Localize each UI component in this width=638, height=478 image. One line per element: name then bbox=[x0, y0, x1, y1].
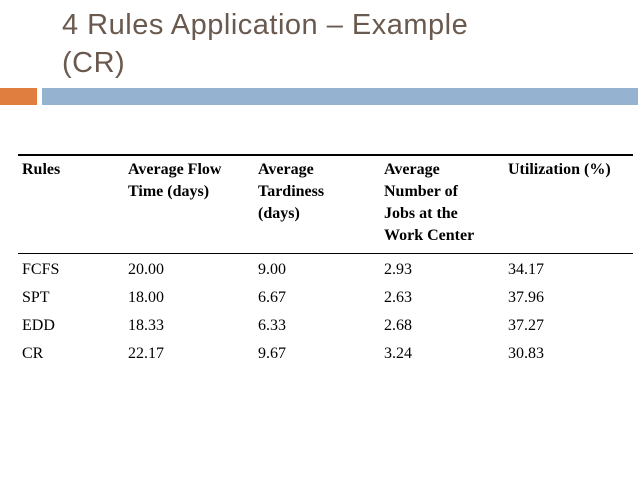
column-header-avg-flow-time: Average Flow Time (days) bbox=[128, 155, 258, 254]
page-title: 4 Rules Application – Example (CR) bbox=[62, 6, 622, 82]
rule-name: EDD bbox=[22, 317, 55, 334]
table-header-row: Rules Average Flow Time (days) Average T… bbox=[18, 155, 633, 254]
tardiness-value: 9.67 bbox=[258, 345, 286, 362]
utilization-value: 37.27 bbox=[508, 317, 544, 334]
utilization-value: 34.17 bbox=[508, 261, 544, 278]
column-header-avg-jobs: Average Number of Jobs at the Work Cente… bbox=[384, 155, 508, 254]
table-row: EDD 18.33 6.33 2.68 37.27 bbox=[18, 310, 633, 338]
rules-table: Rules Average Flow Time (days) Average T… bbox=[18, 154, 633, 366]
jobs-value: 2.68 bbox=[384, 317, 412, 334]
tardiness-value: 6.67 bbox=[258, 289, 286, 306]
flow-time-value: 18.00 bbox=[128, 289, 164, 306]
utilization-value: 30.83 bbox=[508, 345, 544, 362]
flow-time-value: 22.17 bbox=[128, 345, 164, 362]
flow-time-value: 20.00 bbox=[128, 261, 164, 278]
rules-table-container: Rules Average Flow Time (days) Average T… bbox=[18, 154, 633, 366]
tardiness-value: 9.00 bbox=[258, 261, 286, 278]
jobs-value: 2.93 bbox=[384, 261, 412, 278]
blue-accent-bar bbox=[42, 88, 638, 105]
page-title-line1: 4 Rules Application – Example bbox=[62, 9, 469, 41]
table-row: SPT 18.00 6.67 2.63 37.96 bbox=[18, 282, 633, 310]
column-header-rules: Rules bbox=[18, 155, 128, 254]
tardiness-value: 6.33 bbox=[258, 317, 286, 334]
utilization-value: 37.96 bbox=[508, 289, 544, 306]
rule-name: FCFS bbox=[22, 261, 60, 278]
table-row: CR 22.17 9.67 3.24 30.83 bbox=[18, 338, 633, 366]
jobs-value: 2.63 bbox=[384, 289, 412, 306]
rule-name: CR bbox=[22, 345, 44, 362]
page-title-line2: (CR) bbox=[62, 47, 126, 79]
rule-name: SPT bbox=[22, 289, 50, 306]
table-row: FCFS 20.00 9.00 2.93 34.17 bbox=[18, 254, 633, 283]
flow-time-value: 18.33 bbox=[128, 317, 164, 334]
jobs-value: 3.24 bbox=[384, 345, 412, 362]
column-header-avg-tardiness: Average Tardiness (days) bbox=[258, 155, 384, 254]
orange-accent-block bbox=[0, 88, 37, 105]
column-header-utilization: Utilization (%) bbox=[508, 155, 633, 254]
